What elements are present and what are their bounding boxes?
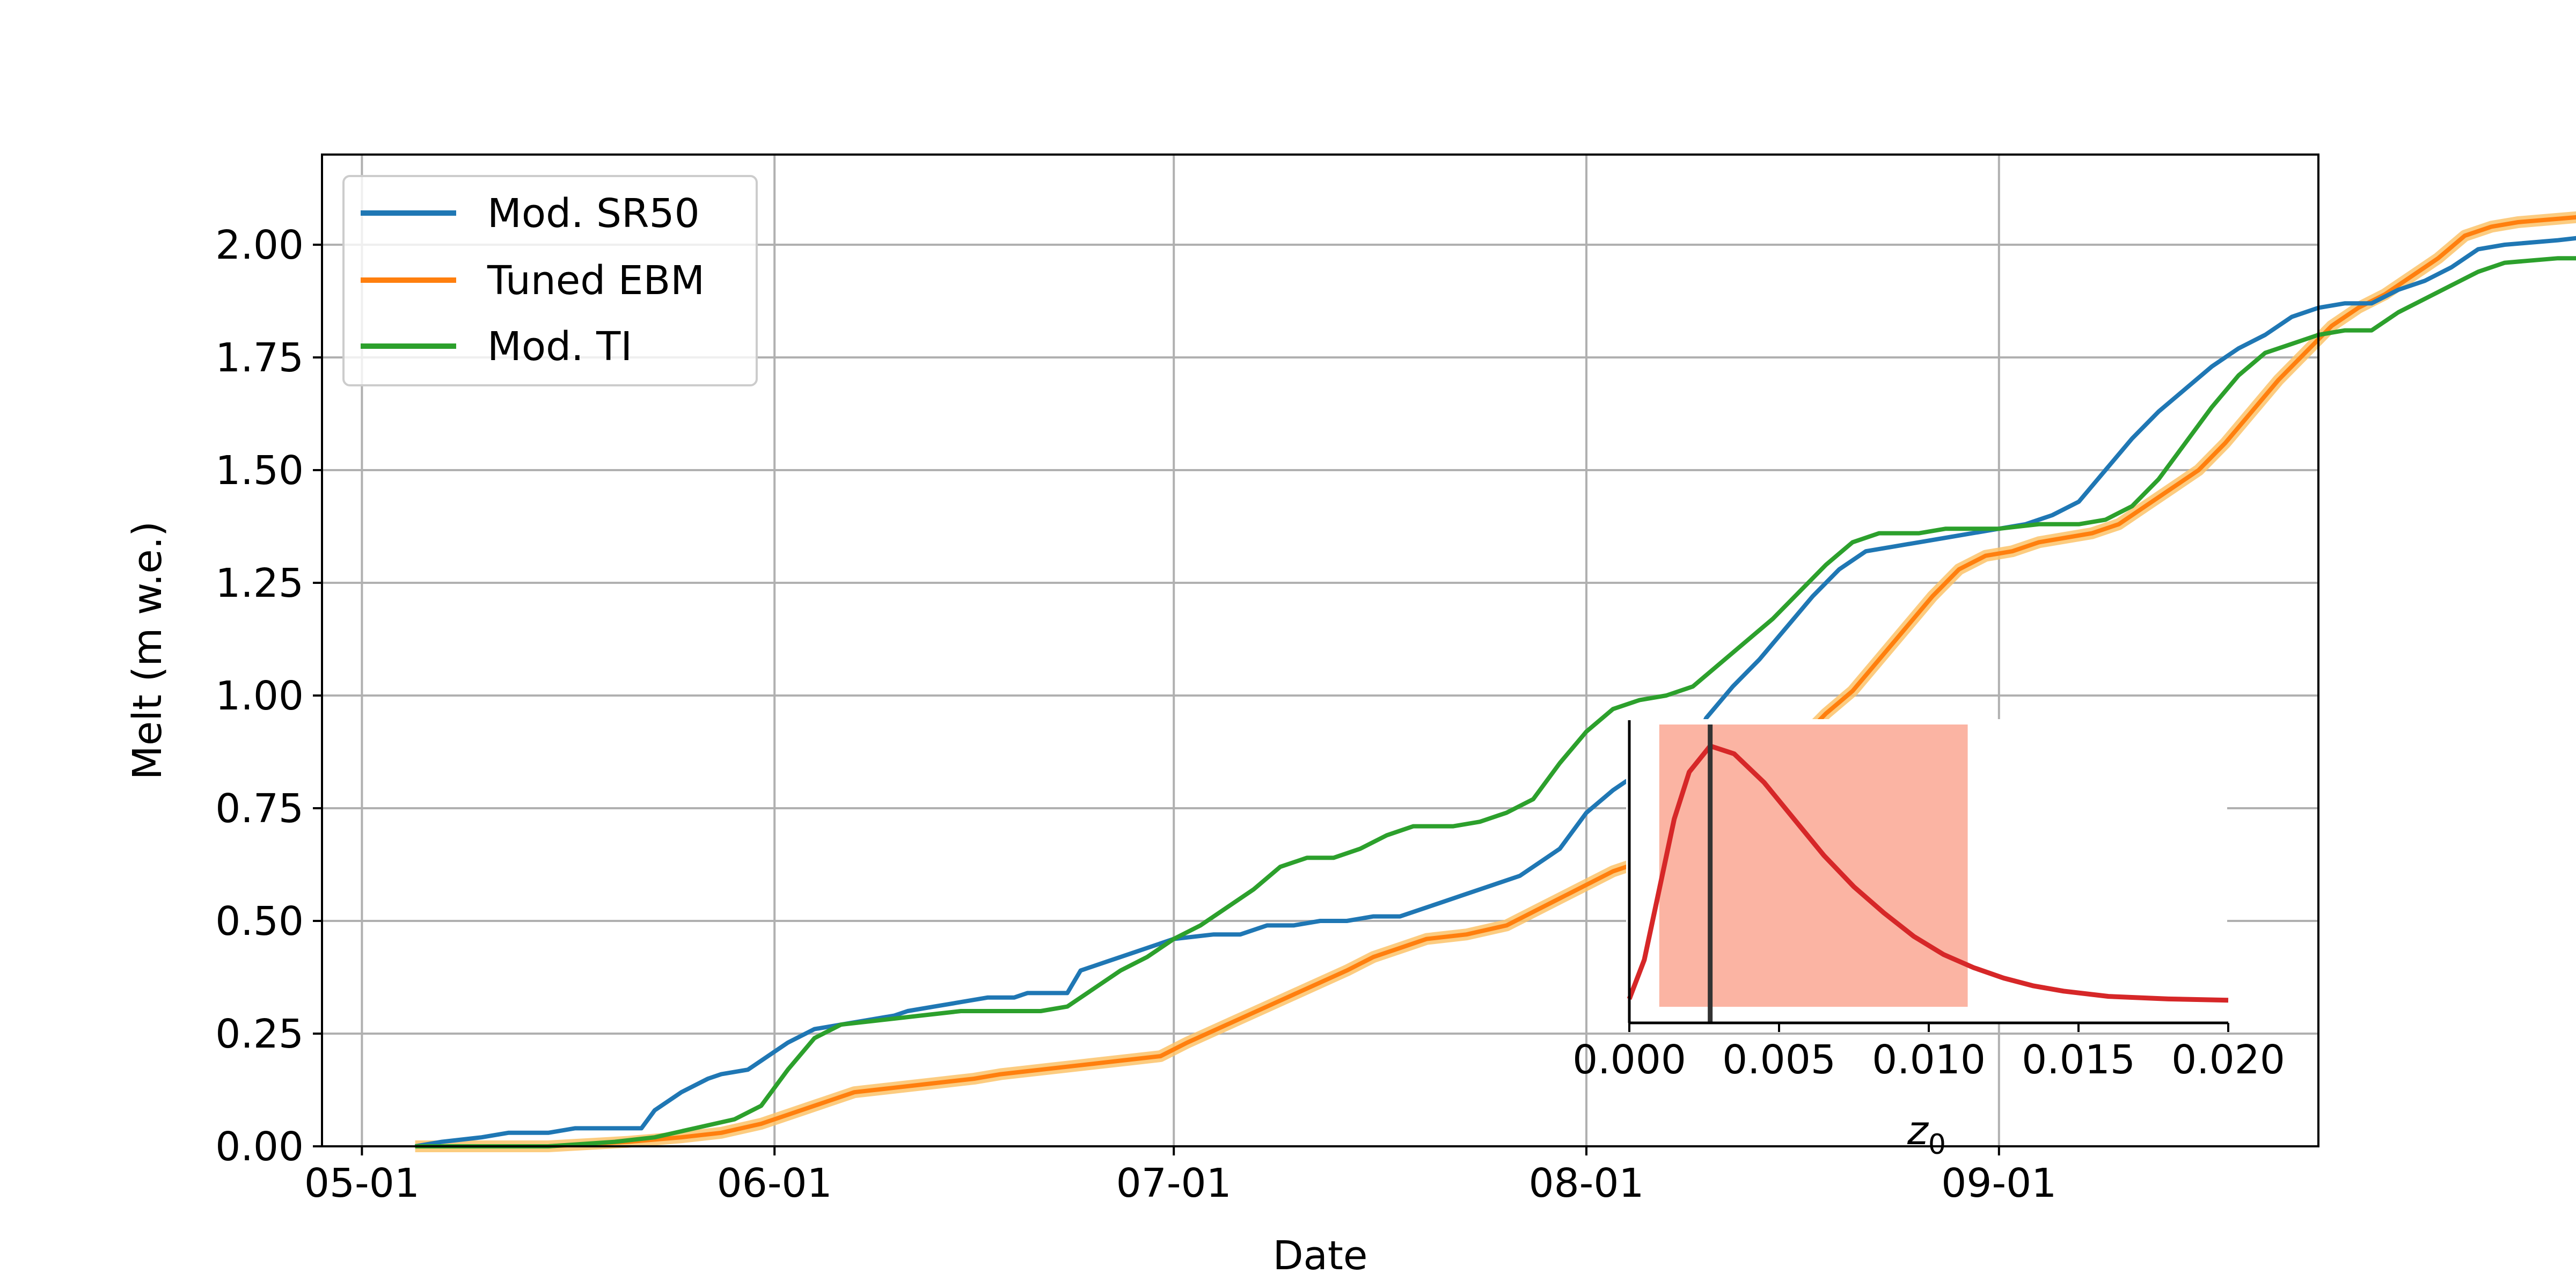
- credible-interval-shading: [1659, 724, 1968, 1007]
- legend-box: [342, 175, 758, 386]
- x-tick-label-08-01: 08-01: [1528, 1160, 1644, 1206]
- y-tick-label-1-00: 1.00: [215, 673, 304, 719]
- y-tick-label-0-00: 0.00: [215, 1124, 304, 1170]
- y-tick-label-1-50: 1.50: [215, 448, 304, 494]
- inset-axes: 0.000 0.005 0.010 0.015 0.020 z0: [1572, 719, 2285, 1161]
- y-tick-label-1-25: 1.25: [215, 560, 304, 606]
- y-tick-label-0-50: 0.50: [215, 898, 304, 945]
- inset-x-axis-label-subscript: 0: [1928, 1129, 1946, 1161]
- inset-content: [1627, 724, 2229, 1023]
- y-tick-label-1-75: 1.75: [215, 335, 304, 381]
- inset-x-tick-label-0-015: 0.015: [2022, 1037, 2135, 1083]
- y-tick-label-0-75: 0.75: [215, 786, 304, 832]
- inset-x-axis-label-main: z: [1907, 1108, 1929, 1154]
- y-tick-label-2-00: 2.00: [215, 222, 304, 268]
- x-tick-label-05-01: 05-01: [304, 1160, 420, 1206]
- inset-ticks: 0.000 0.005 0.010 0.015 0.020: [1572, 1023, 2285, 1083]
- main-axes-frame: [321, 153, 2319, 1147]
- inset-x-axis-label: z0: [1907, 1108, 1946, 1161]
- y-tick-label-0-25: 0.25: [215, 1011, 304, 1057]
- x-tick-label-06-01: 06-01: [717, 1160, 832, 1206]
- legend-label-mod-ti: Mod. TI: [487, 324, 632, 370]
- inset-x-tick-label-0-020: 0.020: [2171, 1037, 2285, 1083]
- legend-label-mod-sr50: Mod. SR50: [487, 191, 700, 237]
- posterior-density-curve: [1627, 743, 2229, 1003]
- inset-x-tick-label-0-010: 0.010: [1872, 1037, 1986, 1083]
- inset-x-tick-label-0-000: 0.000: [1572, 1037, 1686, 1083]
- y-axis-label: Melt (m w.e.): [125, 521, 171, 780]
- series-line-mod-ti: [415, 256, 2576, 1148]
- x-tick-label-09-01: 09-01: [1941, 1160, 2057, 1206]
- x-tick-label-07-01: 07-01: [1116, 1160, 1232, 1206]
- x-axis-label: Date: [1273, 1233, 1368, 1279]
- main-ticks: 05-01 06-01 07-01 08-01 09-01 0.00 0.25 0.50 0.7…: [215, 222, 2057, 1206]
- legend-label-tuned-ebm: Tuned EBM: [487, 258, 705, 304]
- inset-x-tick-label-0-005: 0.005: [1722, 1037, 1836, 1083]
- series-line-mod-sr50: [414, 236, 2576, 1148]
- legend: Mod. SR50 Tuned EBM Mod. TI: [342, 175, 758, 386]
- main-grid: [322, 155, 2318, 1147]
